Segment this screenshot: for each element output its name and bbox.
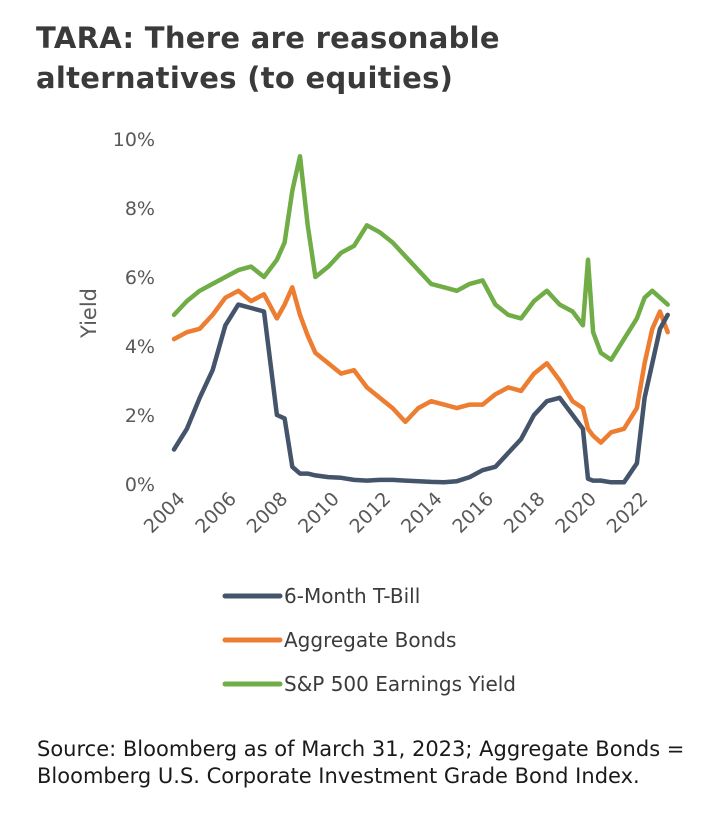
series-line-aggregate-bonds xyxy=(171,285,670,445)
x-tick-label: 2008 xyxy=(243,488,293,538)
yield-chart: 0% 2% 4% 6% 8% 10% 2004 2006 2008 2010 2012 2014 20… xyxy=(77,129,670,696)
y-tick-label: 6% xyxy=(125,267,155,289)
x-tick-label: 2010 xyxy=(294,488,344,538)
x-tick-label: 2016 xyxy=(448,488,498,538)
y-tick-label: 4% xyxy=(125,336,155,358)
x-tick-label: 2012 xyxy=(345,488,395,538)
legend-label: S&P 500 Earnings Yield xyxy=(284,672,516,696)
y-tick-label: 10% xyxy=(113,129,155,151)
x-axis-ticks: 2004 2006 2008 2010 2012 2014 2016 2018 2020 2022 xyxy=(140,488,653,538)
y-tick-label: 2% xyxy=(125,405,155,427)
legend: 6-Month T-Bill Aggregate Bonds S&P 500 Ear… xyxy=(222,584,516,696)
x-tick-label: 2018 xyxy=(500,488,550,538)
source-note: Source: Bloomberg as of March 31, 2023; … xyxy=(37,737,685,788)
series-lines xyxy=(171,154,670,485)
x-tick-label: 2022 xyxy=(603,488,653,538)
x-tick-label: 2014 xyxy=(397,488,447,538)
x-tick-label: 2006 xyxy=(191,488,241,538)
series-line-s-p-500-earnings-yield xyxy=(171,154,670,363)
y-axis-label: Yield xyxy=(77,288,101,339)
x-tick-label: 2020 xyxy=(551,488,601,538)
series-line-6-month-t-bill xyxy=(171,302,670,485)
y-axis-ticks: 0% 2% 4% 6% 8% 10% xyxy=(113,129,155,496)
legend-label: Aggregate Bonds xyxy=(284,628,456,652)
y-tick-label: 0% xyxy=(125,474,155,496)
legend-label: 6-Month T-Bill xyxy=(284,584,420,608)
y-tick-label: 8% xyxy=(125,198,155,220)
page-title: TARA: There are reasonable alternatives … xyxy=(36,21,500,95)
